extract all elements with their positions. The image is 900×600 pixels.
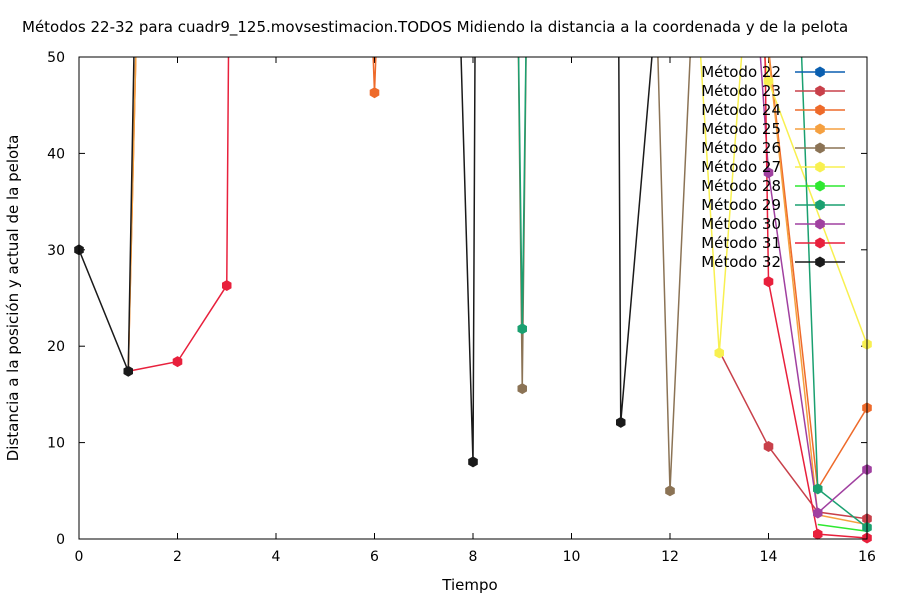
x-tick-label: 10 xyxy=(563,549,581,565)
legend-label: Método 23 xyxy=(701,82,781,100)
data-point xyxy=(468,456,478,468)
legend-swatch-marker xyxy=(815,180,825,192)
x-axis-label: Tiempo xyxy=(441,576,497,594)
legend-swatch-marker xyxy=(815,199,825,211)
legend-swatch-marker xyxy=(815,123,825,135)
y-axis-label: Distancia a la posición y actual de la p… xyxy=(4,135,22,462)
legend-label: Método 30 xyxy=(701,215,781,233)
legend-swatch-marker xyxy=(815,142,825,154)
data-point xyxy=(813,483,823,495)
x-tick-label: 2 xyxy=(173,549,182,565)
data-point xyxy=(813,528,823,540)
x-tick-label: 16 xyxy=(858,549,876,565)
chart-title: Métodos 22-32 para cuadr9_125.movsestima… xyxy=(22,18,848,37)
legend-swatch-marker xyxy=(815,218,825,230)
data-point xyxy=(172,356,183,368)
series-line-28 xyxy=(817,523,867,533)
legend-label: Método 28 xyxy=(701,177,781,195)
legend-label: Método 31 xyxy=(701,234,781,252)
y-tick-label: 30 xyxy=(47,243,65,259)
data-point xyxy=(517,383,527,395)
legend-swatch-marker xyxy=(815,66,825,78)
data-point xyxy=(665,485,675,497)
y-tick-label: 50 xyxy=(47,50,65,66)
series-line-30 xyxy=(759,57,867,515)
series-line-31 xyxy=(128,57,867,539)
y-tick-label: 10 xyxy=(47,436,65,452)
legend-label: Método 29 xyxy=(701,196,781,214)
legend-label: Método 25 xyxy=(701,120,781,138)
data-point xyxy=(763,167,774,179)
data-point xyxy=(222,280,232,291)
legend-swatch-marker xyxy=(815,237,825,249)
series-line-23 xyxy=(718,350,867,520)
y-tick-label: 20 xyxy=(47,339,65,355)
x-tick-label: 0 xyxy=(75,549,84,565)
legend-swatch-marker xyxy=(815,161,825,173)
legend-label: Método 27 xyxy=(701,158,781,176)
series-line-26 xyxy=(517,57,691,491)
data-point xyxy=(813,507,823,519)
legend-label: Método 22 xyxy=(701,63,781,81)
y-tick-label: 0 xyxy=(56,532,65,548)
x-tick-label: 8 xyxy=(469,549,478,565)
data-point xyxy=(616,416,626,428)
x-tick-label: 4 xyxy=(272,549,281,565)
series-line-32 xyxy=(79,57,653,462)
data-point xyxy=(123,365,133,377)
legend-swatch-marker xyxy=(815,256,825,268)
legend-swatch-marker xyxy=(815,104,825,116)
data-point xyxy=(517,323,527,335)
legend-label: Método 24 xyxy=(701,101,781,119)
series-line-25 xyxy=(127,57,867,526)
legend-swatch-marker xyxy=(815,85,825,97)
y-tick-label: 40 xyxy=(47,146,65,162)
data-point xyxy=(763,441,774,452)
legend-label: Método 26 xyxy=(701,139,781,157)
x-tick-label: 14 xyxy=(760,549,778,565)
tick-labels: 0 2 4 6 8 10 12 14 16 0 10 20 30 40 50 xyxy=(47,50,876,565)
data-point xyxy=(763,75,774,87)
legend-label: Método 32 xyxy=(701,253,781,271)
series-line-27 xyxy=(699,57,867,354)
series-line-24 xyxy=(127,57,867,492)
data-point xyxy=(369,87,380,99)
x-tick-label: 12 xyxy=(661,549,679,565)
plot-frame xyxy=(78,56,868,540)
series-line-29 xyxy=(517,57,867,529)
data-point xyxy=(714,347,724,359)
data-point xyxy=(763,276,774,288)
x-tick-label: 6 xyxy=(370,549,379,565)
